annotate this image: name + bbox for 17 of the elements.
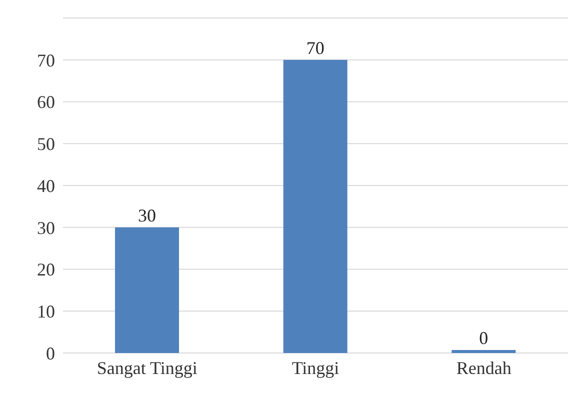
data-label: 0 [479,328,488,348]
y-tick-label: 20 [37,260,55,280]
y-tick-label: 10 [37,302,55,322]
y-tick-label: 60 [37,92,55,112]
y-tick-label: 0 [46,343,55,364]
x-tick-label: Tinggi [292,358,340,378]
data-label: 30 [138,205,156,226]
bar [283,60,348,353]
bar [452,350,516,353]
y-tick-label: 50 [37,134,55,154]
x-tick-label: Rendah [456,358,512,378]
data-label: 70 [306,38,324,58]
x-tick-label: Sangat Tinggi [96,358,198,378]
y-tick-label: 30 [37,218,55,238]
y-tick-label: 70 [37,50,55,70]
y-tick-label: 40 [37,176,55,196]
bar [115,227,179,353]
